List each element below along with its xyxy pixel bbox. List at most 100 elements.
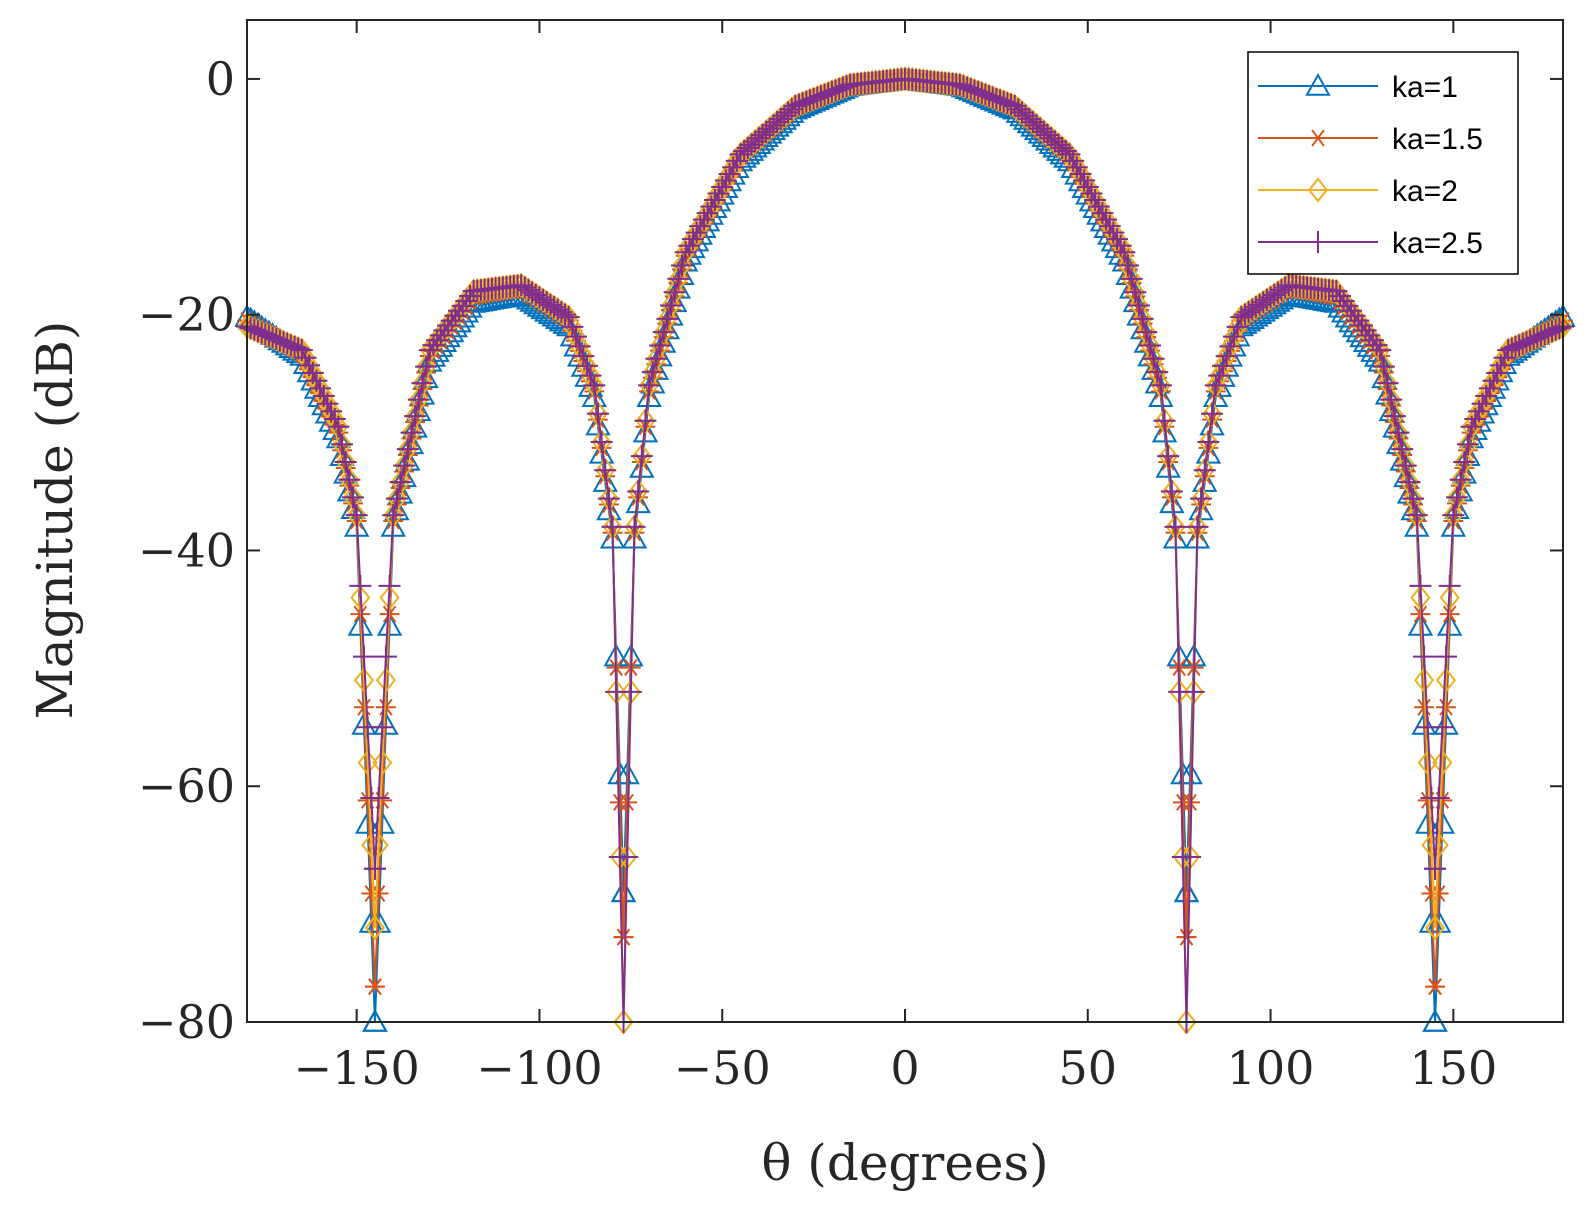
data-point [1394,454,1417,477]
x-tick-label: −50 [674,1041,771,1095]
data-point [627,480,650,503]
data-point [1548,317,1571,340]
data-point [1380,388,1403,411]
data-point [630,445,653,468]
data-point [1414,698,1434,716]
data-point [1212,354,1235,377]
data-point [1120,267,1143,290]
data-point [385,487,408,510]
data-point [395,447,421,471]
data-point [1155,454,1181,478]
data-point [374,645,397,668]
legend-marker [1308,129,1328,147]
data-point [1149,374,1172,397]
data-point [1151,419,1178,443]
data-point [1190,487,1213,510]
data-point [1442,504,1465,527]
data-point [617,793,638,811]
data-point [376,698,396,716]
data-point [623,515,646,538]
data-point [379,585,400,611]
data-point [1393,464,1419,488]
null-point [1422,1008,1448,1032]
data-point [1417,750,1438,776]
data-point [1367,348,1393,372]
data-point [351,711,377,735]
null-point [1176,928,1197,946]
data-point [1451,460,1477,484]
marker-stroke [354,698,374,716]
y-tick-label: −60 [138,759,235,813]
data-point [1376,372,1399,395]
data-point [349,574,372,597]
data-point [616,845,639,868]
null-point [613,928,634,946]
data-point [1400,497,1426,521]
x-tick-label: −150 [293,1041,419,1095]
data-point [406,398,432,422]
data-point [1113,241,1136,264]
data-point [1413,645,1436,668]
null-point [1424,915,1446,941]
marker-stroke [1180,793,1201,811]
data-point [353,667,375,693]
data-point [1438,574,1461,597]
data-point [1186,515,1209,538]
data-point [1436,698,1456,716]
data-point [373,711,399,735]
data-point [333,460,359,484]
null-point [365,978,385,996]
data-point [336,478,363,502]
legend-item-ka=1.5: ka=1.5 [1258,123,1483,156]
marker-stroke [1436,698,1456,716]
y-tick-label: −80 [138,995,235,1049]
data-point [384,497,410,521]
data-point [331,433,354,456]
data-point [1444,496,1470,520]
legend-item-ka=1: ka=1 [1258,71,1458,104]
null-point [1425,978,1445,996]
null-point [1424,857,1447,880]
data-point [1456,433,1479,456]
marker-stroke [613,928,634,946]
data-point [1391,438,1414,461]
data-point [1116,254,1139,277]
legend-marker [1307,177,1329,203]
data-point [391,464,417,488]
null-point [364,915,386,941]
data-point [1447,478,1474,502]
data-point [1164,515,1187,538]
data-point [398,431,425,455]
y-tick-label: −40 [138,523,235,577]
data-point [338,468,361,491]
marker-stroke [617,793,638,811]
data-point [634,409,657,432]
data-point [352,645,375,668]
data-point [625,490,651,514]
data-point [1148,384,1174,408]
data-point [1385,431,1412,455]
data-point [632,419,659,443]
data-point [413,365,439,389]
data-point [1197,431,1220,454]
data-point [409,381,436,405]
data-point [402,414,428,438]
data-point [357,750,378,776]
data-point [1157,445,1180,468]
data-point [1219,335,1242,358]
data-point [350,585,371,611]
data-point [1127,294,1150,317]
data-point [1431,716,1454,739]
data-point [1435,645,1458,668]
data-point [594,459,617,482]
data-point [1193,459,1216,482]
y-tick-label: −20 [138,288,235,342]
data-point [1204,374,1227,397]
data-point [1414,667,1435,693]
marker-stroke [1308,129,1328,147]
marker-stroke [1176,928,1197,946]
data-point [638,374,661,397]
data-point [1409,574,1432,597]
y-tick-label: 0 [206,52,235,106]
data-point [415,355,438,378]
